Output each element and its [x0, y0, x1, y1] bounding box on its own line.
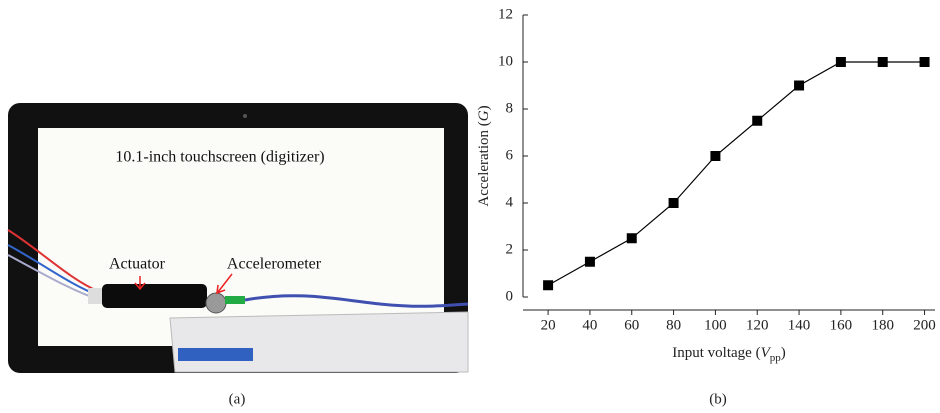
x-tick-label: 20	[541, 317, 556, 333]
x-axis-label-part: )	[781, 345, 786, 361]
y-tick-label: 4	[506, 194, 514, 210]
caption: (b)	[709, 391, 727, 407]
y-axis-label-part: Acceleration (	[476, 121, 492, 206]
marker	[710, 151, 720, 161]
actuator	[102, 284, 207, 308]
cable-end	[225, 296, 245, 304]
accelerometer-label: Accelerometer	[227, 256, 322, 273]
x-tick-label: 120	[746, 317, 769, 333]
connector	[88, 288, 102, 304]
y-tick-label: 0	[506, 288, 514, 304]
screen-label: 10.1-inch touchscreen (digitizer)	[115, 149, 324, 166]
marker	[794, 81, 804, 91]
x-tick-label: 160	[830, 317, 853, 333]
caption: (a)	[229, 391, 246, 407]
ruler	[170, 312, 468, 372]
x-tick-label: 60	[624, 317, 639, 333]
marker	[920, 57, 930, 67]
y-tick-label: 8	[506, 100, 514, 116]
marker	[752, 116, 762, 126]
y-tick-label: 6	[506, 147, 514, 163]
marker	[836, 57, 846, 67]
ruler-label	[178, 348, 253, 361]
x-tick-label: 180	[871, 317, 894, 333]
x-tick-label: 100	[704, 317, 727, 333]
x-axis-label-part: Input voltage (	[672, 345, 760, 361]
y-tick-label: 2	[506, 241, 514, 257]
actuator-label: Actuator	[109, 256, 166, 273]
y-tick-label: 12	[498, 6, 513, 22]
y-axis-label: Acceleration (G)	[476, 105, 492, 206]
marker	[878, 57, 888, 67]
figure: 10.1-inch touchscreen (digitizer) Actuat…	[0, 0, 940, 413]
photo: 10.1-inch touchscreen (digitizer) Actuat…	[8, 103, 468, 407]
x-tick-label: 140	[788, 317, 811, 333]
marker	[585, 257, 595, 267]
x-axis-label-part: pp	[770, 352, 782, 364]
marker	[543, 280, 553, 290]
y-axis-label-part: )	[476, 105, 492, 110]
x-tick-label: 40	[582, 317, 597, 333]
series-line	[548, 62, 924, 285]
x-axis-label: Input voltage (Vpp)	[672, 345, 785, 363]
y-tick-label: 10	[498, 53, 513, 69]
y-axis-label-part: G	[476, 110, 492, 121]
marker	[669, 198, 679, 208]
camera	[243, 114, 247, 118]
x-tick-label: 200	[913, 317, 936, 333]
accelerometer	[206, 293, 226, 313]
marker	[627, 233, 637, 243]
x-tick-label: 80	[666, 317, 681, 333]
